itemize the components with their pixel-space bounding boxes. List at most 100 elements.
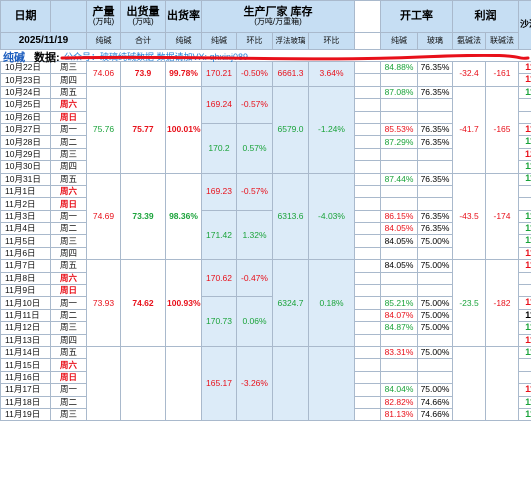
weekday-cell: 周一 (50, 383, 87, 397)
glass-operating-rate: 75.00% (417, 234, 453, 248)
spacer-cell (354, 122, 381, 137)
output-unit: (万吨) (92, 17, 115, 27)
spacer-cell (354, 296, 381, 310)
subheader-op-glass: 玻璃 (417, 32, 453, 50)
weekday-cell: 周四 (50, 333, 87, 348)
spacer-cell (354, 259, 381, 273)
output-value: 75.76 (86, 85, 121, 174)
weekday-cell: 周二 (50, 222, 87, 236)
profit-header: 利润 (452, 0, 519, 33)
glass-operating-rate: 74.66% (417, 407, 453, 422)
shahe-spot-price (518, 271, 531, 286)
weekday-cell: 周日 (50, 110, 87, 124)
shipment-unit: (万吨) (132, 17, 154, 27)
note-band (0, 49, 531, 62)
spacer-cell (354, 284, 381, 298)
weekday-cell: 周六 (50, 271, 87, 286)
profit-ammonia-value: -43.5 (452, 172, 486, 261)
shahe-spot-price: 1185 (518, 73, 531, 87)
shipment-header: 出货量 (万吨) (120, 0, 166, 33)
spacer-cell (354, 370, 381, 385)
date-cell: 11月8日 (0, 271, 51, 286)
ship-rate-header: 出货率 (165, 0, 202, 33)
spacer-cell (354, 308, 381, 323)
soda-operating-rate: 84.05% (380, 234, 418, 248)
weekday-cell: 周一 (50, 296, 87, 310)
output-value: 73.93 (86, 259, 121, 347)
weekday-cell: 周三 (50, 234, 87, 248)
ship-rate-value: 100.93% (165, 259, 202, 347)
glass-inventory-mom: -4.03% (308, 172, 355, 261)
soda-operating-rate: 85.53% (380, 122, 418, 137)
table-row: 11月1日 周六 (0, 184, 531, 199)
date-cell: 11月5日 (0, 234, 51, 248)
date-cell: 10月30日 (0, 160, 51, 174)
soda-operating-rate (380, 271, 418, 286)
weekday-cell: 周六 (50, 98, 87, 112)
date-cell: 11月17日 (0, 383, 51, 397)
table-row: 10月31日 周五 74.69 73.39 98.36% 169.23 -0.57% 6313… (0, 172, 531, 261)
output-value (86, 345, 121, 422)
date-cell: 10月23日 (0, 73, 51, 87)
glass-inventory-value: 6313.6 (272, 172, 309, 261)
weekday-cell: 周三 (50, 407, 87, 422)
shahe-spot-price (518, 358, 531, 372)
date-cell: 10月24日 (0, 85, 51, 100)
shahe-spot-price: 1173 (518, 60, 531, 75)
inventory-soda-value: 170.73 (201, 296, 237, 347)
output-header: 产量 (万吨) (86, 0, 121, 33)
soda-operating-rate (380, 358, 418, 372)
table-row: 11月2日 周日 (0, 197, 531, 211)
glass-operating-rate: 75.00% (417, 308, 453, 323)
soda-operating-rate: 81.13% (380, 407, 418, 422)
weekday-cell: 周三 (50, 321, 87, 335)
glass-inventory-value (272, 345, 309, 422)
glass-operating-rate: 76.35% (417, 122, 453, 137)
glass-operating-rate (417, 358, 453, 372)
spacer-cell (354, 321, 381, 335)
spacer-cell (354, 407, 381, 422)
glass-operating-rate (417, 73, 453, 87)
spacer-cell (354, 197, 381, 211)
output-value: 74.69 (86, 172, 121, 261)
soda-operating-rate (380, 197, 418, 211)
ship-rate-value: 98.36% (165, 172, 202, 261)
glass-operating-rate: 76.35% (417, 172, 453, 186)
soda-operating-rate: 84.05% (380, 222, 418, 236)
date-cell: 11月9日 (0, 284, 51, 298)
subheader-inv-mom: 环比 (236, 32, 273, 50)
inventory-mom-value: -0.50% (236, 61, 273, 87)
spacer-cell (354, 209, 381, 224)
date-cell: 10月31日 (0, 172, 51, 186)
date-cell: 11月11日 (0, 308, 51, 323)
soda-operating-rate: 84.07% (380, 308, 418, 323)
table-row: 11月9日 周日 (0, 284, 531, 298)
weekday-cell: 周二 (50, 308, 87, 323)
inventory-soda-value: 170.21 (201, 61, 237, 87)
glass-inventory-value: 6579.0 (272, 85, 309, 174)
shahe-spot-price (518, 197, 531, 211)
inventory-mom-value: 0.06% (236, 296, 273, 347)
weekday-cell: 周三 (50, 60, 87, 75)
spacer-cell (354, 135, 381, 149)
weekday-cell: 周三 (50, 147, 87, 162)
date-cell: 10月29日 (0, 147, 51, 162)
spacer-cell (354, 98, 381, 112)
inventory-soda-value: 170.62 (201, 259, 237, 298)
spacer-cell (354, 358, 381, 372)
spacer-cell (354, 222, 381, 236)
glass-operating-rate: 75.00% (417, 296, 453, 310)
spacer-cell (354, 345, 381, 360)
table-row: 10月22日 周三 74.06 73.9 99.78% 170.21 -0.50% 6661.… (0, 60, 531, 87)
spacer-cell (354, 110, 381, 124)
spacer-cell (354, 60, 381, 75)
date-cell: 10月22日 (0, 60, 51, 75)
weekday-cell: 周日 (50, 370, 87, 385)
weekday-cell: 周五 (50, 345, 87, 360)
subheader-inv-soda: 纯碱 (201, 32, 237, 50)
